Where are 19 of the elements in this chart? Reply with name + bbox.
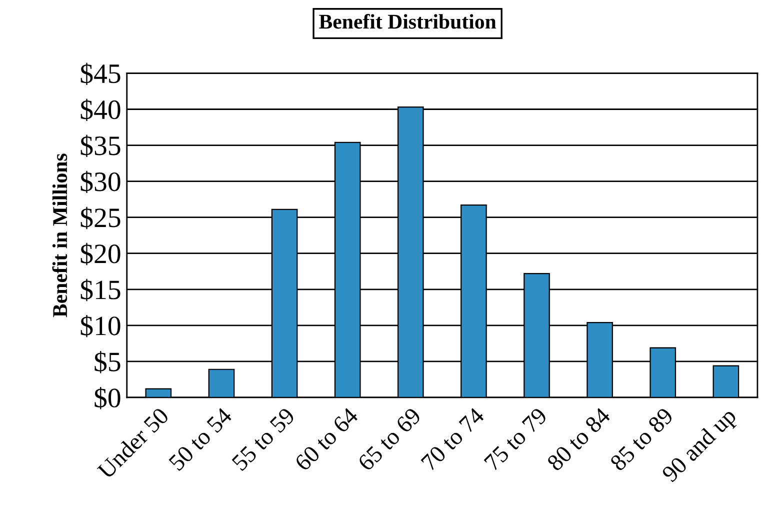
y-tick-label: $0 [94,387,120,410]
y-tick-label: $25 [80,206,120,230]
y-tick-label: $20 [80,242,120,266]
chart-title: Benefit Distribution [319,14,496,29]
x-tick-label: 80 to 84 [546,406,612,472]
x-tick-label: 55 to 59 [231,407,296,472]
x-tick-label: 70 to 74 [420,406,486,472]
y-tick-label: $5 [94,350,120,374]
y-tick-label: $15 [80,278,120,302]
y-tick-label: $45 [80,62,120,85]
y-tick-label: $35 [80,134,120,158]
x-tick-label: 50 to 54 [168,406,233,472]
y-tick-label: $10 [80,314,120,338]
y-tick-label: $40 [80,98,120,122]
x-tick-label: 65 to 69 [357,407,422,472]
y-tick-label: $30 [80,170,120,194]
y-axis-title: Benefit in Millions [52,154,68,318]
x-tick-label: 60 to 64 [294,406,360,472]
x-tick-label: 75 to 79 [484,407,548,472]
